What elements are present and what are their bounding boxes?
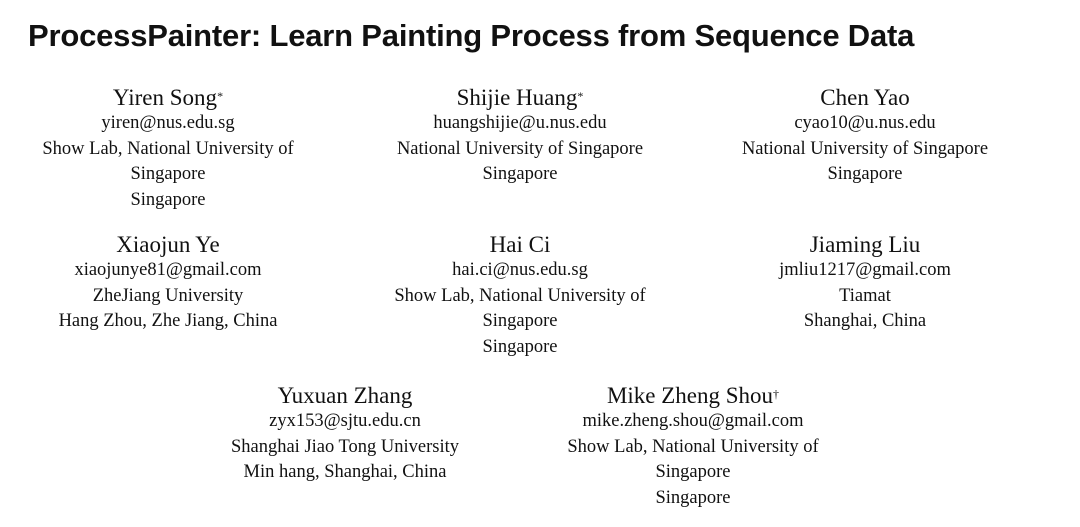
author-affiliation: Min hang, Shanghai, China [243, 462, 447, 482]
author-affiliation: Singapore [482, 311, 558, 331]
author-footnote-mark: * [577, 89, 584, 103]
author-footnote-mark: * [217, 89, 224, 103]
author-email: jmliu1217@gmail.com [779, 260, 951, 280]
author-name-text: Hai Ci [489, 232, 551, 257]
author-block: Hai Ci hai.ci@nus.edu.sg Show Lab, Nationa… [350, 232, 690, 360]
author-name: Jiaming Liu [695, 232, 1035, 258]
author-affiliation: National University of Singapore [741, 138, 989, 159]
author-name: Yiren Song* [0, 85, 338, 111]
author-name-text: Jiaming Liu [809, 232, 921, 257]
author-footnote-mark: † [773, 387, 780, 401]
author-affiliation: Show Lab, National University of [567, 436, 819, 457]
author-name: Xiaojun Ye [0, 232, 338, 258]
author-email: yiren@nus.edu.sg [101, 113, 235, 133]
author-affiliation: Shanghai, China [803, 311, 927, 331]
author-affiliation: National University of Singapore [396, 138, 644, 159]
author-affiliation: Shanghai Jiao Tong University [230, 436, 460, 457]
author-affiliation: Singapore [827, 164, 903, 184]
author-name: Chen Yao [695, 85, 1035, 111]
author-block: Chen Yao cyao10@u.nus.edu National Univers… [695, 85, 1035, 188]
author-affiliation: Singapore [130, 189, 206, 210]
author-name: Yuxuan Zhang [175, 383, 515, 409]
author-email: zyx153@sjtu.edu.cn [269, 411, 421, 431]
paper-title: ProcessPainter: Learn Painting Process f… [28, 18, 915, 53]
author-name: Shijie Huang* [350, 85, 690, 111]
author-affiliation: Show Lab, National University of [42, 138, 294, 159]
author-affiliation: Singapore [482, 164, 558, 184]
author-block: Shijie Huang* huangshijie@u.nus.edu Nation… [350, 85, 690, 188]
author-email: huangshijie@u.nus.edu [433, 113, 607, 133]
author-name-text: Chen Yao [820, 85, 910, 110]
author-email: xiaojunye81@gmail.com [74, 260, 262, 280]
author-name-text: Yiren Song [112, 85, 218, 110]
author-block: Yuxuan Zhang zyx153@sjtu.edu.cn Shanghai J… [175, 383, 515, 486]
author-block: Jiaming Liu jmliu1217@gmail.com Tiamat Shan… [695, 232, 1035, 335]
author-name: Hai Ci [350, 232, 690, 258]
author-email: cyao10@u.nus.edu [794, 113, 936, 133]
author-name-text: Shijie Huang [456, 85, 578, 110]
author-email: mike.zheng.shou@gmail.com [582, 411, 804, 431]
author-name-text: Mike Zheng Shou [606, 383, 774, 408]
author-name: Mike Zheng Shou† [523, 383, 863, 409]
author-affiliation: Tiamat [839, 285, 891, 306]
author-affiliation: Hang Zhou, Zhe Jiang, China [58, 311, 278, 331]
author-block: Xiaojun Ye xiaojunye81@gmail.com ZheJiang … [0, 232, 338, 335]
author-affiliation: Singapore [655, 487, 731, 508]
author-email: hai.ci@nus.edu.sg [452, 260, 588, 280]
author-name-text: Xiaojun Ye [116, 232, 220, 257]
author-block: Mike Zheng Shou† mike.zheng.shou@gmail.co… [523, 383, 863, 511]
author-affiliation: Singapore [482, 336, 558, 357]
author-name-text: Yuxuan Zhang [277, 383, 413, 408]
author-block: Yiren Song* yiren@nus.edu.sg Show Lab, Nat… [0, 85, 338, 213]
author-affiliation: ZheJiang University [92, 285, 244, 306]
author-affiliation: Show Lab, National University of [394, 285, 646, 306]
author-affiliation: Singapore [130, 164, 206, 184]
author-affiliation: Singapore [655, 462, 731, 482]
